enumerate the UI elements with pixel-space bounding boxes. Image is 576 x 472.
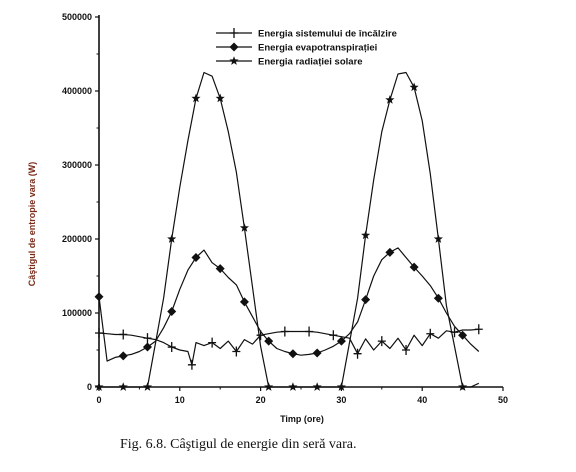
series-lines (98, 71, 480, 388)
y-tick-label: 200000 (62, 234, 92, 244)
data-point-series-3 (142, 382, 153, 391)
data-point-series-2 (312, 348, 322, 358)
legend-marker-3 (229, 56, 239, 65)
data-point-series-3 (215, 93, 225, 103)
data-point-series-3 (433, 234, 443, 243)
data-point-series-1 (377, 336, 386, 347)
data-point-series-3 (409, 82, 419, 92)
data-point-series-3 (118, 382, 128, 391)
data-point-series-2 (385, 247, 395, 257)
x-tick-label: 30 (336, 395, 346, 405)
data-point-series-3 (336, 382, 346, 391)
data-point-series-2 (433, 293, 443, 303)
data-point-series-3 (94, 382, 104, 391)
data-point-series-2 (215, 264, 225, 274)
x-tick-label: 10 (175, 395, 185, 405)
legend: Energia sistemului de încălzire Energia e… (216, 28, 397, 68)
data-point-series-3 (167, 234, 177, 243)
data-point-series-2 (191, 253, 201, 262)
data-point-series-1 (167, 342, 176, 353)
data-point-series-2 (142, 342, 152, 352)
series-line-2 (98, 247, 480, 362)
data-point-series-1 (119, 329, 128, 340)
series-line-1 (98, 328, 479, 366)
data-point-series-1 (305, 326, 314, 337)
data-point-series-1 (450, 327, 459, 338)
data-point-series-2 (288, 349, 298, 359)
legend-label-3: Energia radiației solare (258, 57, 363, 68)
x-tick-label: 50 (498, 395, 508, 405)
data-point-series-2 (264, 336, 274, 346)
figure-caption: Fig. 6.8. Câştigul de energie din seră v… (120, 437, 357, 452)
data-point-series-2 (118, 351, 128, 361)
data-point-series-1 (256, 330, 265, 341)
y-tick-label: 500000 (62, 12, 92, 22)
series-markers (94, 82, 483, 391)
data-point-series-3 (385, 95, 395, 104)
data-point-series-2 (94, 292, 104, 302)
y-axis-title: Câştigul de entropie vara (W) (27, 162, 37, 287)
data-point-series-1 (143, 333, 152, 344)
x-tick-label: 0 (96, 395, 101, 405)
data-point-series-3 (288, 382, 298, 391)
y-tick-label: 0 (87, 382, 92, 392)
y-tick-label: 400000 (62, 86, 92, 96)
data-point-series-3 (264, 382, 274, 391)
data-point-series-3 (312, 382, 322, 391)
x-tick-label: 40 (417, 395, 427, 405)
data-point-series-1 (426, 328, 435, 339)
x-tick-label: 20 (256, 395, 266, 405)
y-tick-label: 100000 (62, 308, 92, 318)
y-tick-label: 300000 (62, 160, 92, 170)
data-point-series-2 (167, 307, 177, 317)
data-point-series-3 (361, 230, 371, 240)
x-axis-title: Timp (ore) (280, 414, 324, 424)
legend-marker-1 (230, 28, 238, 38)
data-point-series-1 (353, 348, 362, 359)
data-point-series-1 (280, 326, 289, 337)
x-ticks: 0 10 20 30 40 50 (96, 387, 508, 405)
data-point-series-2 (361, 295, 371, 305)
data-point-series-2 (458, 330, 468, 340)
data-point-series-2 (239, 297, 249, 307)
legend-label-1: Energia sistemului de încălzire (258, 29, 397, 40)
data-point-series-1 (208, 337, 217, 348)
data-point-series-1 (402, 345, 411, 355)
legend-marker-2 (229, 42, 239, 52)
legend-label-2: Energia evapotranspirației (258, 43, 377, 54)
data-point-series-2 (409, 262, 419, 272)
data-point-series-1 (474, 324, 483, 335)
y-ticks: 0 100000 200000 300000 400000 500000 (62, 12, 99, 392)
data-point-series-3 (191, 93, 201, 103)
data-point-series-1 (232, 346, 241, 357)
data-point-series-3 (458, 382, 468, 391)
series-line-3 (99, 71, 480, 388)
data-point-series-1 (187, 359, 196, 370)
data-point-series-1 (329, 330, 338, 341)
data-point-series-2 (336, 336, 346, 346)
data-point-series-1 (95, 327, 103, 338)
data-point-series-3 (239, 223, 250, 232)
